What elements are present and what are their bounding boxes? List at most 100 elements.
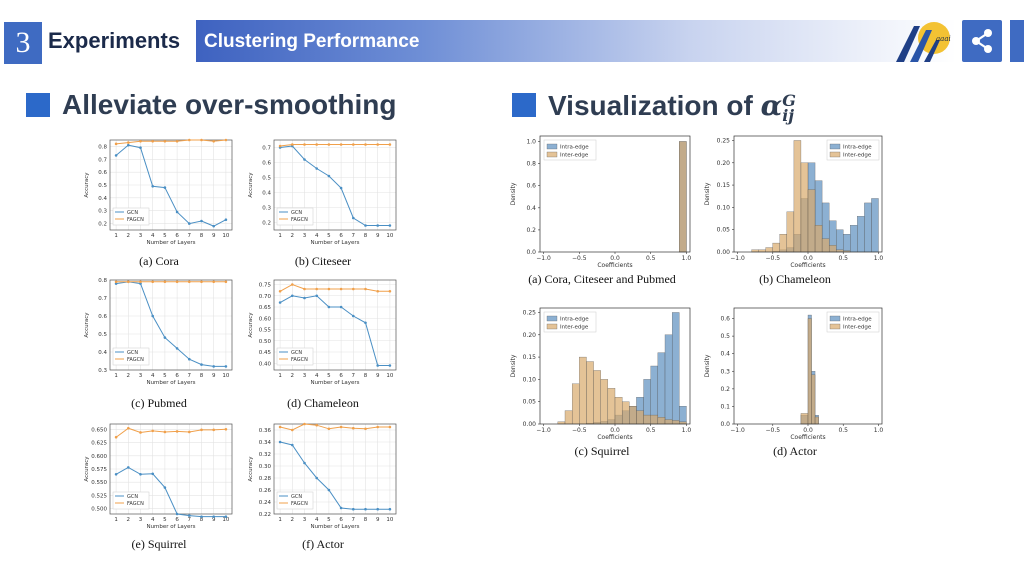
histogram-bar-intra-edge (657, 352, 666, 425)
x-axis-label: Number of Layers (146, 240, 195, 246)
data-point (175, 139, 179, 143)
caption-pubmed: (c) Pubmed (131, 396, 187, 410)
data-point (339, 506, 343, 510)
accuracy-panel-chameleon: 0.40 0.45 0.50 0.55 0.60 0.65 0.70 0.75 1 2 3 4 5 6 7 8… (244, 276, 402, 412)
x-tick-label: −1.0 (536, 255, 551, 262)
data-point (388, 507, 392, 511)
y-tick-label: 0.6 (98, 170, 107, 176)
y-tick-label: 0.4 (526, 205, 536, 212)
histogram-bar-inter-edge (607, 388, 616, 425)
x-tick-label: 1 (278, 517, 282, 523)
x-tick-label: 3 (139, 233, 143, 239)
data-point (175, 347, 179, 350)
density-panel-squirrel: 0.00 0.05 0.10 0.15 0.20 0.25 −1.0 −0.5 0.0 0.5 1.… (506, 302, 698, 462)
y-tick-label: 0.4 (98, 350, 107, 356)
y-tick-label: 0.25 (717, 137, 731, 144)
x-tick-label: 4 (315, 373, 319, 379)
data-point (188, 138, 191, 142)
accuracy-panel-pubmed: 0.3 0.4 0.5 0.6 0.7 0.8 1 2 3 4 5 6 7 8 9 10 Number of L… (80, 276, 238, 412)
x-axis-label: Coefficients (597, 434, 632, 441)
x-tick-label: 10 (386, 517, 393, 523)
x-tick-label: 5 (327, 233, 331, 239)
data-point (127, 141, 130, 144)
x-tick-label: 0.5 (838, 255, 848, 262)
x-tick-label: 1 (114, 373, 118, 379)
data-point (388, 143, 392, 146)
legend-swatch (546, 143, 558, 150)
x-tick-label: 9 (212, 373, 216, 379)
data-point (139, 431, 142, 434)
histogram-bar-intra-edge (843, 234, 851, 253)
histogram-bar-inter-edge (772, 242, 780, 253)
x-tick-label: 7 (352, 517, 356, 523)
x-tick-label: 4 (151, 373, 155, 379)
density-chart-cora-citeseer-pubmed: 0.0 0.2 0.4 0.6 0.8 1.0 −1.0 −0.5 0.0 0.5 1.0 Coeff… (510, 135, 692, 269)
share-button[interactable] (962, 20, 1002, 62)
legend-label: Intra-edge (560, 317, 589, 323)
x-tick-label: 5 (327, 517, 331, 523)
x-axis-label: Number of Layers (310, 380, 359, 386)
plot-frame (109, 423, 233, 515)
y-tick-label: 0.28 (259, 476, 272, 482)
y-tick-label: 0.4 (98, 196, 107, 202)
data-point (376, 224, 379, 227)
x-tick-label: 0.5 (646, 427, 656, 434)
y-tick-label: 0.7 (98, 157, 107, 163)
legend-label: GCN (291, 494, 302, 500)
data-point (352, 216, 355, 220)
x-tick-label: 10 (222, 233, 229, 239)
data-point (388, 289, 392, 293)
x-tick-label: 2 (127, 233, 131, 239)
caption-density-a: (a) Cora, Citeseer and Pubmed (528, 272, 676, 286)
x-tick-label: 6 (175, 517, 179, 523)
series-line-gcn (115, 144, 227, 227)
caption-cora: (a) Cora (139, 254, 179, 268)
y-tick-label: 0.8 (526, 161, 536, 168)
y-tick-label: 0.4 (262, 191, 271, 197)
x-tick-label: 7 (352, 373, 356, 379)
x-axis-label: Number of Layers (310, 240, 359, 246)
data-point (114, 280, 118, 284)
x-tick-label: 2 (127, 373, 131, 379)
histogram-bar-inter-edge (800, 162, 809, 253)
data-point (151, 429, 154, 433)
y-tick-label: 0.6 (262, 161, 271, 167)
caption-density-d: (d) Actor (773, 444, 817, 458)
data-point (327, 143, 331, 146)
histogram-bar-intra-edge (671, 312, 680, 425)
x-axis-label: Number of Layers (146, 380, 195, 386)
data-point (376, 143, 379, 146)
histogram-bar-intra-edge (857, 216, 865, 253)
y-tick-label: 0.32 (259, 452, 271, 458)
data-point (212, 365, 215, 368)
x-tick-label: 3 (139, 373, 143, 379)
y-tick-label: 0.34 (259, 440, 272, 446)
y-tick-label: 0.500 (91, 507, 107, 513)
histogram-bar-inter-edge (579, 356, 587, 425)
x-tick-label: 7 (188, 373, 192, 379)
x-tick-label: 10 (386, 233, 393, 239)
data-point (376, 425, 379, 429)
data-point (291, 428, 294, 432)
legend-label: Intra-edge (843, 317, 872, 323)
histogram-bar-inter-edge (814, 416, 819, 425)
data-point (352, 426, 355, 430)
data-point (139, 146, 142, 150)
legend-swatch (829, 315, 841, 322)
data-point (151, 472, 154, 476)
subsection-title: Clustering Performance (204, 31, 420, 52)
data-point (339, 305, 343, 309)
data-point (114, 435, 118, 439)
section-title: Experiments (48, 28, 181, 53)
data-point (376, 289, 379, 293)
data-point (278, 301, 282, 304)
y-tick-label: 0.525 (91, 493, 107, 499)
x-tick-label: 1.0 (682, 255, 692, 262)
data-point (175, 512, 179, 516)
data-point (291, 294, 294, 298)
caption-citeseer: (b) Citeseer (294, 254, 352, 268)
plot-frame (109, 139, 233, 231)
x-tick-label: 3 (139, 517, 143, 523)
aaai-logo: aaai (896, 22, 951, 62)
